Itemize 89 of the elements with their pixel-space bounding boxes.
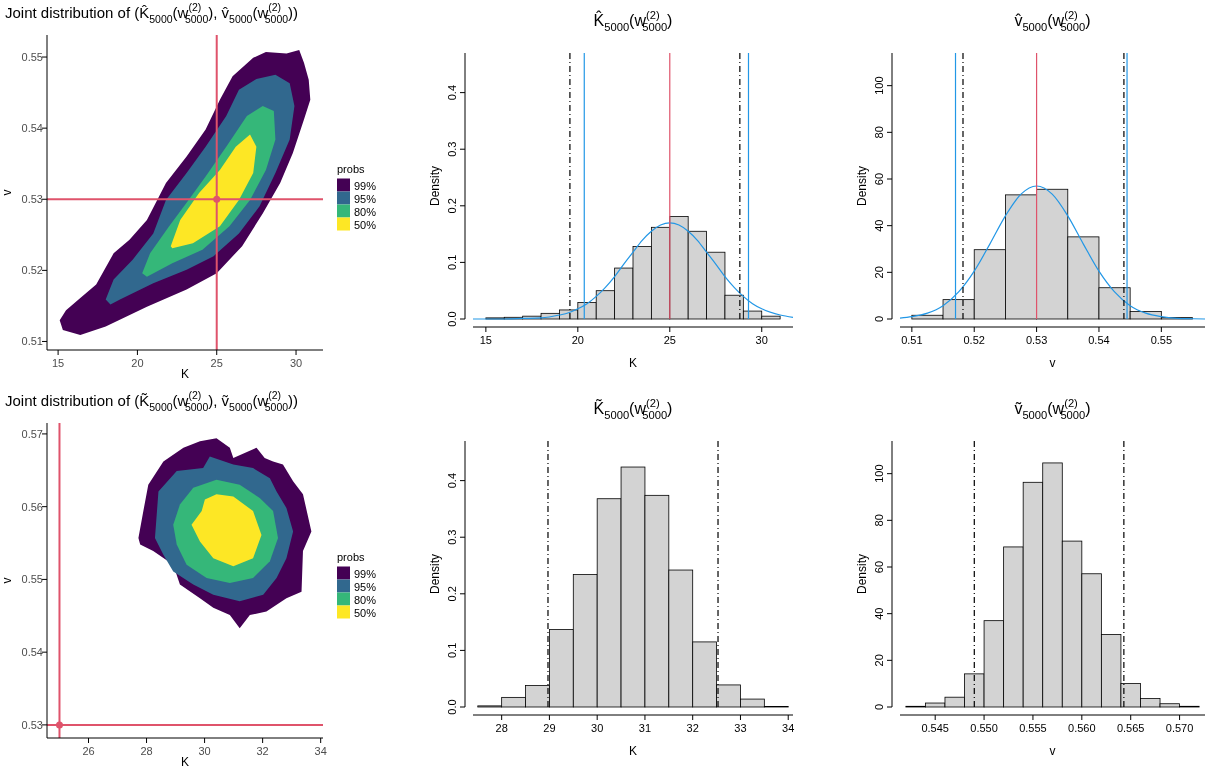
x-tick-label: 28: [495, 722, 508, 734]
x-tick-label: 26: [82, 745, 95, 757]
x-tick-label: 30: [289, 357, 303, 369]
y-tick-label: 0.1: [446, 254, 458, 271]
y-tick-label: 0.0: [446, 311, 458, 327]
x-tick-label: 30: [755, 334, 768, 346]
x-tick-label: 30: [591, 722, 604, 734]
x-axis-title: K: [180, 367, 190, 381]
y-axis-title: Density: [855, 165, 869, 207]
x-tick-label: 33: [734, 722, 747, 734]
x-tick-label: 34: [314, 745, 327, 757]
y-tick-label: 0: [873, 703, 885, 711]
y-tick-label: 0.3: [446, 141, 458, 157]
legend-label: 95%: [354, 192, 377, 205]
y-axis-title: Density: [428, 165, 442, 207]
x-tick-label: 32: [686, 722, 699, 734]
y-tick-label: 60: [873, 560, 885, 574]
y-axis-title: v: [0, 189, 14, 196]
legend-label: 80%: [354, 593, 377, 606]
y-tick-label: 0.57: [21, 427, 43, 440]
legend-label: 80%: [354, 205, 377, 218]
y-tick-label: 20: [873, 266, 885, 279]
x-tick-label: 20: [571, 334, 584, 346]
x-tick-label: 0.51: [901, 334, 923, 346]
x-tick-label: 0.54: [1088, 334, 1110, 346]
chart-title: K̂$_{5000}$(w$^{(2)}$$_{5000}$): [593, 8, 673, 33]
x-tick-label: 0.52: [963, 334, 985, 346]
x-tick-label: 0.55: [1150, 334, 1173, 346]
y-tick-label: 100: [873, 76, 885, 95]
x-axis-title: v: [1049, 356, 1056, 370]
x-tick-label: 15: [51, 357, 65, 369]
chart-title: ṽ$_{5000}$(w$^{(2)}$$_{5000}$): [1014, 396, 1091, 421]
x-tick-label: 0.545: [921, 722, 949, 734]
chart-title: v̂$_{5000}$(w$^{(2)}$$_{5000}$): [1014, 8, 1091, 33]
x-axis-title: K: [628, 356, 638, 370]
y-tick-label: 0.55: [21, 51, 43, 64]
y-tick-label: 0.2: [446, 586, 458, 602]
x-tick-label: 20: [131, 357, 144, 369]
x-tick-label: 34: [782, 722, 795, 734]
x-axis-title: v: [1049, 744, 1056, 758]
x-tick-label: 0.53: [1025, 334, 1048, 346]
y-axis-title: v: [0, 577, 14, 584]
y-axis-title: Density: [855, 553, 869, 595]
y-tick-label: 0.52: [21, 264, 43, 277]
chart-title: K̃$_{5000}$(w$^{(2)}$$_{5000}$): [593, 396, 673, 421]
x-axis-title: K: [628, 744, 638, 758]
x-tick-label: 0.550: [970, 722, 998, 734]
y-tick-label: 0.4: [446, 472, 458, 489]
x-tick-label: 25: [663, 334, 676, 346]
y-tick-label: 0.0: [446, 699, 458, 715]
y-tick-label: 0.54: [21, 646, 43, 659]
legend-label: 50%: [354, 218, 377, 231]
legend-title: probs: [337, 162, 366, 175]
y-tick-label: 0.4: [446, 84, 458, 101]
legend-label: 99%: [354, 179, 377, 192]
y-tick-label: 40: [873, 219, 885, 232]
y-tick-label: 80: [873, 126, 885, 139]
x-tick-label: 0.560: [1068, 722, 1096, 734]
legend-label: 50%: [354, 606, 377, 619]
x-tick-label: 31: [638, 722, 652, 734]
x-tick-label: 0.555: [1019, 722, 1047, 734]
x-tick-label: 15: [479, 334, 492, 346]
y-tick-label: 100: [873, 464, 885, 483]
x-tick-label: 0.570: [1165, 722, 1194, 734]
y-tick-label: 0.55: [21, 573, 43, 586]
y-tick-label: 0.1: [446, 642, 458, 659]
legend-label: 95%: [354, 580, 377, 593]
y-tick-label: 0.2: [446, 198, 458, 214]
y-tick-label: 40: [873, 607, 885, 620]
y-tick-label: 0.3: [446, 529, 458, 545]
x-tick-label: 0.565: [1116, 722, 1145, 734]
chart-title: Joint distribution of (K̂$_{5000}$(w$^{(2)}$$_{5000}$), v̂$_{5000}$(w$^{(2)}$$_{5000}$)): [5, 1, 299, 25]
y-tick-label: 0: [873, 315, 885, 323]
x-tick-label: 30: [198, 745, 211, 757]
legend-label: 99%: [354, 567, 377, 580]
x-tick-label: 25: [210, 357, 223, 369]
x-axis-title: K: [180, 755, 190, 769]
y-axis-title: Density: [428, 553, 442, 595]
x-tick-label: 32: [256, 745, 269, 757]
legend-title: probs: [337, 550, 366, 563]
y-tick-label: 0.53: [21, 193, 43, 206]
y-tick-label: 80: [873, 514, 885, 527]
y-tick-label: 60: [873, 172, 885, 186]
y-tick-label: 0.56: [21, 500, 43, 513]
x-tick-label: 28: [140, 745, 153, 757]
y-tick-label: 0.54: [21, 122, 43, 135]
chart-title: Joint distribution of (K̃$_{5000}$(w$^{(2)}$$_{5000}$), ṽ$_{5000}$(w$^{(2)}$$_{5000}$)): [5, 389, 299, 413]
x-tick-label: 29: [543, 722, 556, 734]
y-tick-label: 20: [873, 654, 885, 667]
